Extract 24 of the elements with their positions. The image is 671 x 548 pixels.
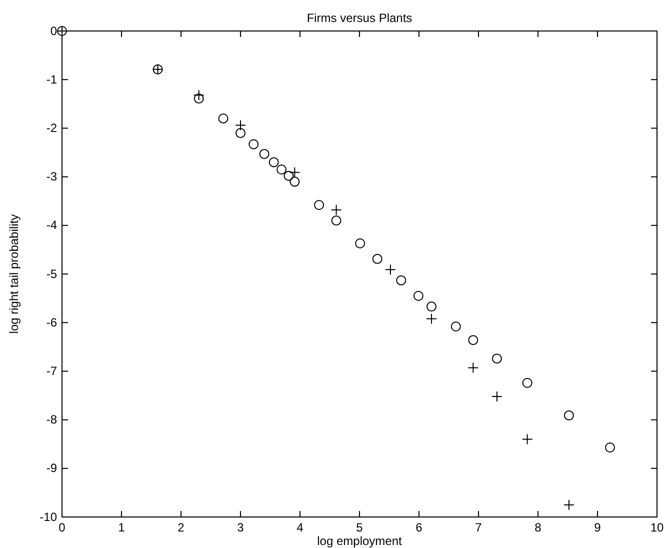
y-tick-label: -7 [46,364,58,378]
x-tick-label: 10 [650,520,664,535]
x-tick-label: 4 [296,520,304,535]
x-tick-label: 9 [594,520,602,535]
y-axis-title: log right tail probability [7,214,21,334]
x-tick-label: 6 [416,520,423,535]
chart-title: Firms versus Plants [306,11,412,25]
y-tick-label: -4 [46,218,58,232]
x-tick-label: 7 [475,520,482,535]
y-tick-label: -6 [46,315,58,330]
y-tick-label: -1 [46,72,58,86]
x-axis-title: log employment [317,534,403,548]
y-tick-label: -3 [46,170,58,184]
x-tick-label: 8 [534,520,542,535]
y-tick-label: 0 [50,24,58,38]
y-tick-label: -5 [46,266,58,281]
x-tick-label: 5 [356,520,364,535]
x-tick-label: 3 [237,520,244,535]
y-tick-label: -10 [40,510,58,524]
y-tick-label: -9 [46,461,58,476]
x-tick-label: 2 [178,520,185,535]
x-tick-label: 1 [118,520,126,535]
y-tick-label: -2 [46,121,58,136]
y-tick-label: -8 [46,412,58,427]
